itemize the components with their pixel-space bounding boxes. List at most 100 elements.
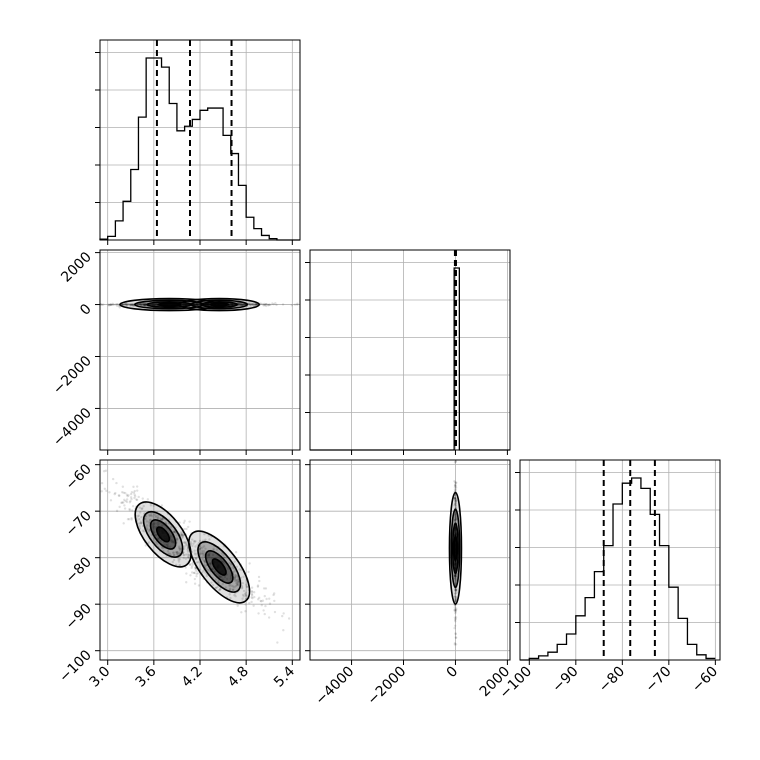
sample-point: [161, 517, 165, 520]
sample-point: [205, 554, 209, 558]
sample-point: [201, 551, 204, 554]
sample-point: [262, 304, 265, 307]
sample-point: [136, 303, 139, 306]
sample-point: [182, 303, 185, 306]
sample-point: [195, 303, 198, 306]
sample-point: [125, 302, 128, 306]
sample-point: [193, 549, 196, 552]
sample-point: [454, 501, 457, 505]
sample-point: [150, 303, 154, 306]
sample-point: [172, 539, 175, 542]
sample-point: [173, 530, 176, 533]
sample-point: [454, 592, 457, 595]
sample-point: [195, 302, 199, 305]
sample-point: [149, 518, 152, 521]
sample-point: [123, 303, 126, 306]
sample-point: [137, 303, 140, 306]
sample-point: [109, 499, 113, 502]
sample-point: [129, 303, 133, 307]
sample-point: [111, 477, 115, 481]
sample-point: [158, 517, 162, 520]
sample-point: [139, 521, 142, 525]
sample-point: [239, 303, 243, 306]
sample-point: [250, 600, 253, 604]
sample-point: [250, 596, 253, 599]
sample-point: [194, 303, 197, 307]
y-tick-label: −2000: [50, 353, 95, 398]
sample-point: [220, 552, 224, 555]
sample-point: [453, 592, 457, 595]
sample-point: [184, 557, 188, 560]
sample-point: [131, 504, 135, 508]
sample-point: [182, 302, 186, 306]
sample-point: [202, 545, 206, 548]
sample-point: [276, 641, 279, 644]
sample-point: [257, 612, 260, 615]
sample-point: [454, 575, 457, 579]
sample-point: [454, 579, 457, 582]
sample-point: [195, 572, 198, 576]
sample-point: [207, 553, 211, 556]
sample-point: [454, 513, 458, 516]
density-contour: [211, 558, 227, 576]
sample-point: [193, 540, 196, 543]
sample-point: [187, 525, 190, 529]
sample-point: [454, 486, 458, 489]
sample-point: [138, 506, 142, 509]
sample-point: [144, 517, 147, 521]
sample-point: [250, 593, 254, 596]
sample-point: [233, 560, 236, 563]
sample-point: [454, 503, 457, 506]
sample-point: [243, 592, 247, 596]
sample-point: [233, 593, 236, 597]
sample-point: [455, 517, 458, 521]
sample-point: [151, 303, 155, 306]
sample-point: [205, 303, 208, 306]
sample-point: [156, 524, 160, 527]
sample-point: [121, 491, 124, 494]
sample-point: [181, 303, 185, 307]
sample-point: [453, 479, 456, 483]
sample-point: [130, 491, 134, 494]
sample-point: [201, 546, 204, 549]
sample-point: [453, 481, 457, 484]
sample-point: [138, 527, 142, 530]
sample-point: [454, 496, 457, 500]
sample-point: [453, 565, 457, 568]
sample-point: [453, 624, 457, 628]
sample-point: [454, 643, 458, 646]
y-tick-label: −4000: [50, 405, 95, 450]
sample-point: [257, 575, 261, 579]
sample-point: [453, 518, 456, 521]
sample-point: [221, 560, 225, 563]
sample-point: [100, 481, 104, 485]
sample-point: [233, 585, 236, 589]
sample-point: [211, 583, 215, 587]
sample-point: [215, 586, 218, 590]
sample-point: [454, 562, 457, 565]
sample-point: [258, 596, 261, 600]
sample-point: [238, 303, 242, 307]
sample-point: [454, 498, 457, 501]
sample-point: [135, 498, 138, 501]
sample-point: [241, 593, 245, 597]
sample-point: [187, 555, 190, 558]
sample-point: [201, 557, 204, 561]
sample-point: [170, 535, 173, 538]
sample-point: [155, 542, 159, 546]
sample-point: [263, 594, 266, 598]
sample-point: [272, 592, 276, 595]
sample-point: [454, 483, 457, 487]
sample-point: [259, 302, 263, 305]
sample-point: [248, 303, 252, 306]
sample-point: [192, 303, 196, 307]
sample-point: [244, 594, 248, 598]
sample-point: [131, 303, 134, 307]
sample-point: [183, 541, 186, 544]
sample-point: [228, 584, 231, 587]
sample-point: [178, 564, 182, 567]
sample-point: [454, 566, 457, 570]
sample-point: [145, 526, 148, 529]
sample-point: [102, 303, 105, 306]
sample-point: [209, 562, 212, 566]
